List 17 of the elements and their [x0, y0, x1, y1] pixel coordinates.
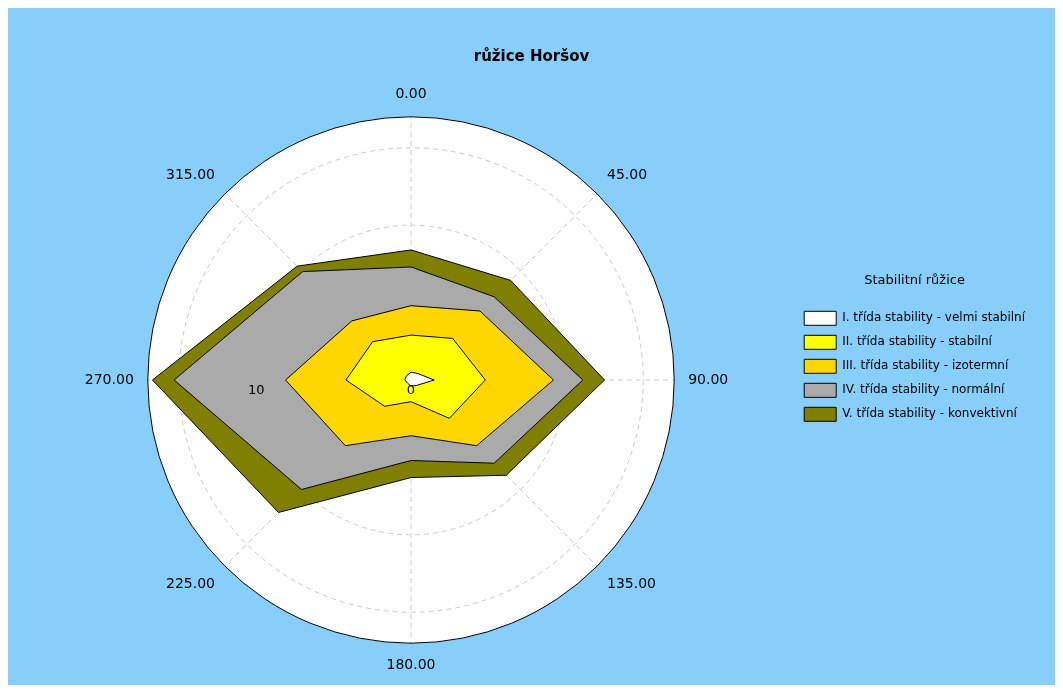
spoke-label: 135.00	[607, 575, 657, 592]
legend-label: II. třída stability - stabilní	[842, 334, 993, 349]
legend-label: I. třída stability - velmi stabilní	[842, 310, 1026, 325]
legend-label: III. třída stability - izotermní	[842, 358, 1009, 373]
legend-label: IV. třída stability - normální	[842, 382, 1006, 397]
spoke-label: 270.00	[84, 370, 134, 387]
y-tick-label: 10	[247, 381, 265, 397]
spoke-label: 225.00	[165, 575, 215, 592]
legend-label: V. třída stability - konvektivní	[842, 406, 1018, 421]
legend-title: Stabilitní růžice	[864, 271, 965, 287]
spoke-label: 90.00	[688, 370, 729, 387]
chart-title: růžice Horšov	[473, 46, 590, 65]
spoke-label: 45.00	[607, 166, 648, 183]
spoke-label: 315.00	[165, 166, 215, 183]
spoke-label: 0.00	[395, 85, 427, 102]
spoke-label: 180.00	[386, 656, 436, 673]
y-tick-label: 0	[406, 381, 416, 397]
